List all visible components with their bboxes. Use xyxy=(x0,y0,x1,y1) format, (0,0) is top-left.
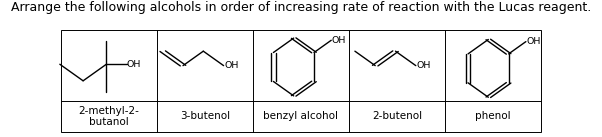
Text: benzyl alcohol: benzyl alcohol xyxy=(264,111,338,121)
Text: OH: OH xyxy=(332,36,346,45)
Text: Arrange the following alcohols in order of increasing rate of reaction with the : Arrange the following alcohols in order … xyxy=(11,1,591,14)
Text: OH: OH xyxy=(417,61,430,70)
Text: phenol: phenol xyxy=(476,111,511,121)
Text: OH: OH xyxy=(224,61,238,70)
Text: OH: OH xyxy=(127,60,141,69)
Text: OH: OH xyxy=(526,37,541,46)
Bar xyxy=(61,30,541,132)
Text: 2-methyl-2-
butanol: 2-methyl-2- butanol xyxy=(78,105,139,127)
Text: 2-butenol: 2-butenol xyxy=(372,111,422,121)
Text: 3-butenol: 3-butenol xyxy=(180,111,230,121)
